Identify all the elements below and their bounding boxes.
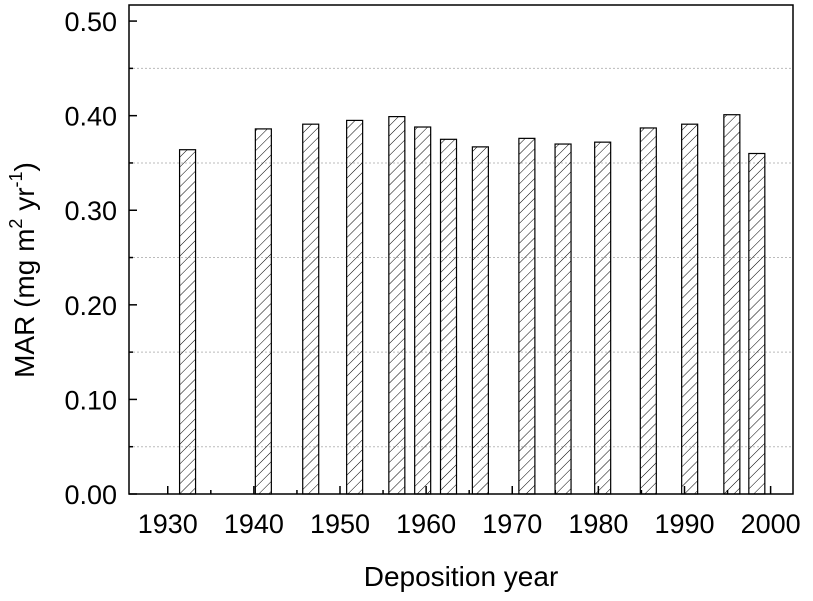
label-part: yr <box>9 187 40 218</box>
x-tick-label: 1970 <box>482 509 542 539</box>
bar <box>639 127 657 495</box>
bar <box>414 126 432 495</box>
bar <box>439 138 458 495</box>
bar <box>554 143 572 495</box>
label-part: MAR (mg m <box>9 229 40 378</box>
y-tick-label: 0.10 <box>64 385 117 415</box>
x-tick-label: 2000 <box>741 509 801 539</box>
x-tick-label: 1990 <box>654 509 714 539</box>
y-tick-label: 0.40 <box>64 102 117 132</box>
plot-frame <box>128 4 794 495</box>
bar <box>518 137 536 495</box>
x-tick-label: 1960 <box>396 509 456 539</box>
x-axis-label: Deposition year <box>364 561 559 592</box>
superscript: 2 <box>6 219 26 229</box>
bar <box>594 141 612 495</box>
y-tick-label: 0.20 <box>64 291 117 321</box>
x-tick-label: 1930 <box>138 509 198 539</box>
bar <box>748 152 766 495</box>
x-tick-label: 1980 <box>568 509 628 539</box>
bar <box>254 128 272 495</box>
label-part: ) <box>9 162 40 171</box>
y-tick-label: 0.30 <box>64 196 117 226</box>
bar <box>388 116 406 495</box>
bar <box>178 149 197 495</box>
y-axis-label: MAR (mg m2 yr-1) <box>6 162 40 378</box>
bar <box>346 119 364 495</box>
bar <box>471 146 489 495</box>
bar <box>302 123 320 495</box>
y-tick-label: 0.50 <box>64 7 117 37</box>
y-tick-label: 0.00 <box>64 480 117 510</box>
bar <box>681 123 699 495</box>
x-tick-label: 1940 <box>224 509 284 539</box>
bar <box>723 114 741 495</box>
x-tick-label: 1950 <box>310 509 370 539</box>
superscript: -1 <box>6 171 26 187</box>
